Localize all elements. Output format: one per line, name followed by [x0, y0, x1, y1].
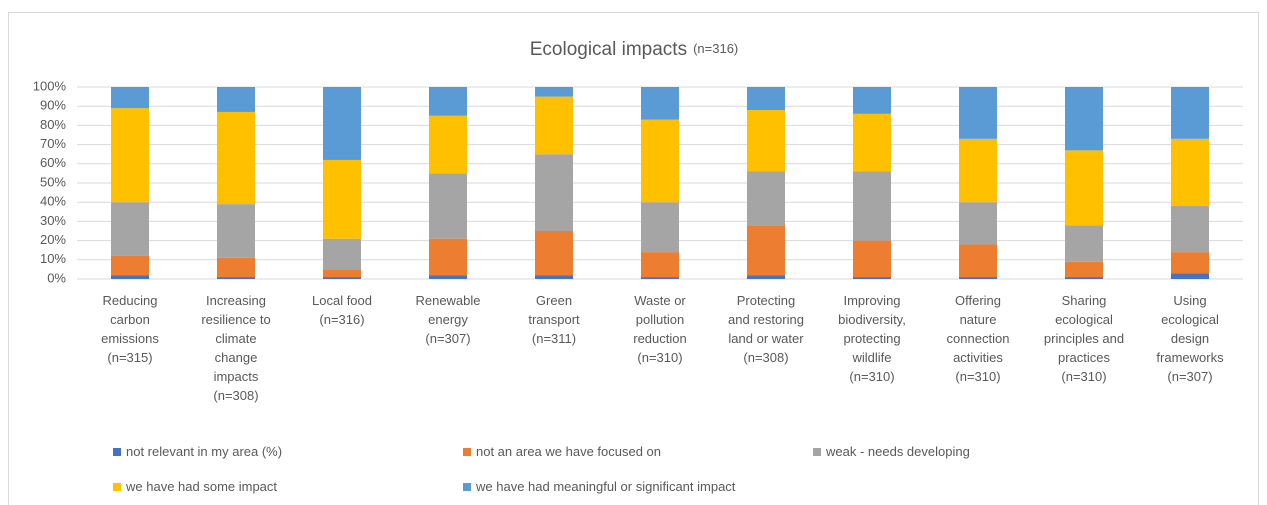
x-tick-label: Increasing resilience to climate change …: [201, 293, 271, 403]
y-tick-label: 50%: [40, 174, 66, 189]
bar-segment: [641, 277, 679, 279]
bar-segment: [535, 231, 573, 276]
bar-segment: [323, 277, 361, 279]
x-tick-label: Improving biodiversity, protecting wildl…: [838, 293, 906, 384]
bar-segment: [323, 87, 361, 160]
bar-segment: [217, 111, 255, 205]
bar-segment: [641, 252, 679, 278]
bar-segment: [323, 269, 361, 278]
bar-segment: [641, 87, 679, 120]
x-tick-label: Protecting and restoring land or water (…: [728, 293, 804, 365]
bar-segment: [959, 244, 997, 278]
bar-segment: [111, 87, 149, 109]
legend-label: weak - needs developing: [826, 444, 970, 459]
bar-segment: [641, 119, 679, 203]
chart-border: [8, 12, 1259, 505]
bar-segment: [959, 87, 997, 139]
bar-segment: [217, 277, 255, 279]
bar-segment: [1171, 206, 1209, 253]
bar-segment: [535, 96, 573, 155]
bar-segment: [853, 277, 891, 279]
bar-segment: [1065, 261, 1103, 278]
legend-label: not relevant in my area (%): [126, 444, 283, 459]
bar-segment: [1065, 277, 1103, 279]
bar-segment: [429, 87, 467, 116]
y-tick-label: 80%: [40, 117, 66, 132]
y-tick-label: 20%: [40, 232, 66, 247]
bar-segment: [429, 173, 467, 239]
legend-label: not an area we have focused on: [476, 444, 662, 459]
bar-segment: [1065, 225, 1103, 262]
bar-segment: [535, 154, 573, 231]
bar-segment: [959, 202, 997, 245]
title-main: Ecological impacts: [530, 39, 687, 60]
y-tick-label: 30%: [40, 213, 66, 228]
bar-segment: [111, 202, 149, 256]
x-tick-label: Using ecological design frameworks (n=30…: [1156, 293, 1224, 384]
legend-item: not an area we have focused on: [463, 444, 661, 459]
legend-swatch: [463, 447, 471, 456]
bar-segment: [1171, 138, 1209, 207]
legend-item: weak - needs developing: [813, 444, 970, 459]
legend-item: not relevant in my area (%): [113, 444, 282, 459]
legend-item: we have had some impact: [113, 479, 277, 494]
bar-segment: [747, 275, 785, 279]
bar-segment: [747, 171, 785, 226]
legend-swatch: [463, 482, 471, 491]
bar-segment: [323, 159, 361, 239]
bar-segment: [853, 240, 891, 278]
x-tick-label: Sharing ecological principles and practi…: [1043, 293, 1125, 384]
y-tick-label: 70%: [40, 136, 66, 151]
x-tick-label: Offering nature connection activities (n…: [946, 293, 1010, 384]
legend-swatch: [813, 447, 821, 456]
y-tick-label: 90%: [40, 98, 66, 113]
x-tick-label: Waste or pollution reduction (n=310): [633, 293, 687, 365]
x-tick-label: Renewable energy (n=307): [415, 293, 481, 346]
bar-segment: [217, 87, 255, 112]
bar-segment: [1065, 150, 1103, 226]
y-tick-label: 100%: [33, 78, 67, 93]
bar-segment: [747, 110, 785, 172]
bar-segment: [959, 138, 997, 203]
bar-segment: [1171, 87, 1209, 139]
chart-title: Ecological impacts (n=316): [530, 39, 739, 60]
bar-segment: [111, 108, 149, 203]
x-tick-label: Local food (n=316): [312, 293, 372, 327]
bar-segment: [429, 238, 467, 276]
bar-segment: [429, 115, 467, 174]
y-tick-label: 10%: [40, 251, 66, 266]
bar-segment: [535, 87, 573, 97]
y-tick-label: 40%: [40, 194, 66, 209]
x-tick-label: Green transport (n=311): [528, 293, 580, 346]
bar-segment: [1171, 273, 1209, 279]
bar-segment: [111, 255, 149, 276]
bar-segment: [1171, 252, 1209, 274]
bar-segment: [1065, 87, 1103, 151]
bar-segment: [959, 277, 997, 279]
bar-segment: [747, 87, 785, 111]
bar-segment: [853, 113, 891, 172]
bar-segment: [217, 257, 255, 278]
bar-segment: [853, 171, 891, 241]
bar-segment: [323, 238, 361, 270]
bar-segment: [535, 275, 573, 279]
legend-item: we have had meaningful or significant im…: [463, 479, 735, 494]
bar-segment: [641, 202, 679, 253]
bar-segment: [429, 275, 467, 279]
y-tick-label: 60%: [40, 155, 66, 170]
title-note: (n=316): [693, 41, 738, 56]
legend-label: we have had meaningful or significant im…: [476, 479, 736, 494]
bar-segment: [217, 204, 255, 258]
legend-label: we have had some impact: [126, 479, 278, 494]
x-tick-label: Reducing carbon emissions (n=315): [101, 293, 159, 365]
y-tick-label: 0%: [47, 270, 66, 285]
bar-segment: [853, 87, 891, 114]
bar-segment: [111, 275, 149, 279]
legend-swatch: [113, 482, 121, 491]
legend-swatch: [113, 447, 121, 456]
bar-segment: [747, 225, 785, 276]
